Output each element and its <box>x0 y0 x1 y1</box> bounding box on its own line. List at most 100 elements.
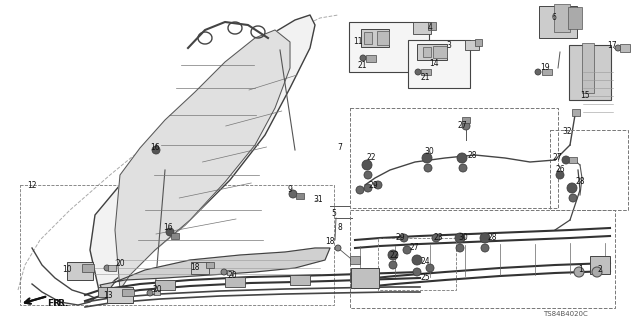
Text: 18: 18 <box>325 237 335 246</box>
Text: TS84B4020C: TS84B4020C <box>543 311 588 317</box>
Text: 27: 27 <box>552 154 562 163</box>
Text: 2: 2 <box>598 266 602 275</box>
Text: 20: 20 <box>115 260 125 268</box>
Circle shape <box>166 228 174 236</box>
Circle shape <box>364 184 372 192</box>
Text: 5: 5 <box>332 209 337 218</box>
Circle shape <box>481 244 489 252</box>
Text: 19: 19 <box>540 63 550 73</box>
Bar <box>171 233 179 239</box>
Bar <box>20 185 334 305</box>
Text: 23: 23 <box>433 233 443 242</box>
Text: 13: 13 <box>103 291 113 300</box>
Circle shape <box>388 250 398 260</box>
Polygon shape <box>115 30 290 290</box>
Bar <box>465 40 479 50</box>
Text: 21: 21 <box>357 60 367 69</box>
Polygon shape <box>100 248 330 295</box>
Circle shape <box>413 268 421 276</box>
Text: 22: 22 <box>389 251 399 260</box>
Bar <box>122 289 134 295</box>
Bar <box>620 44 630 52</box>
Circle shape <box>535 69 541 75</box>
Bar <box>550 130 628 210</box>
Circle shape <box>456 244 464 252</box>
Circle shape <box>567 183 577 193</box>
Text: 14: 14 <box>429 59 439 68</box>
Bar <box>413 22 431 34</box>
Circle shape <box>462 122 470 130</box>
Text: 17: 17 <box>607 41 617 50</box>
Bar <box>568 7 582 29</box>
Text: 31: 31 <box>313 196 323 204</box>
Bar <box>433 46 447 58</box>
Circle shape <box>360 55 366 61</box>
Circle shape <box>480 233 490 243</box>
Circle shape <box>455 233 465 243</box>
Circle shape <box>592 267 602 277</box>
Text: 10: 10 <box>62 266 72 275</box>
Circle shape <box>615 45 621 51</box>
Bar <box>108 265 116 271</box>
Bar <box>154 290 160 294</box>
Text: 28: 28 <box>467 150 477 159</box>
Circle shape <box>374 181 382 189</box>
Circle shape <box>147 290 153 296</box>
Circle shape <box>289 190 297 198</box>
Circle shape <box>403 246 411 254</box>
Circle shape <box>432 234 440 242</box>
Circle shape <box>424 164 432 172</box>
Bar <box>351 268 379 288</box>
Circle shape <box>426 264 434 272</box>
Text: 3: 3 <box>447 41 451 50</box>
Bar <box>361 29 389 47</box>
Circle shape <box>562 156 570 164</box>
Text: 25: 25 <box>420 273 430 282</box>
Bar <box>590 256 610 274</box>
Bar <box>572 108 580 116</box>
Text: 6: 6 <box>552 13 556 22</box>
Circle shape <box>362 160 372 170</box>
Circle shape <box>457 153 467 163</box>
Bar <box>227 269 233 275</box>
Text: 16: 16 <box>163 223 173 233</box>
Bar <box>350 108 558 208</box>
Text: 22: 22 <box>366 153 376 162</box>
Bar <box>206 262 214 268</box>
Text: FR.: FR. <box>52 300 68 308</box>
Text: 9: 9 <box>287 186 292 195</box>
Text: 4: 4 <box>428 23 433 33</box>
Circle shape <box>400 234 408 242</box>
Circle shape <box>221 269 227 275</box>
Bar <box>350 210 615 308</box>
Bar <box>421 69 431 75</box>
Bar <box>350 256 360 264</box>
Text: 29: 29 <box>368 180 378 189</box>
Text: 1: 1 <box>579 266 584 275</box>
Bar <box>98 287 118 297</box>
Text: 30: 30 <box>424 148 434 156</box>
Bar <box>155 280 175 290</box>
Bar <box>408 40 470 88</box>
Bar <box>378 238 456 290</box>
Text: 15: 15 <box>580 91 590 100</box>
Bar <box>191 262 209 274</box>
Bar <box>582 43 594 93</box>
Circle shape <box>412 255 422 265</box>
Text: 28: 28 <box>487 233 497 242</box>
Circle shape <box>389 261 397 269</box>
Text: 26: 26 <box>555 165 565 174</box>
Text: 32: 32 <box>562 127 572 137</box>
Text: 8: 8 <box>338 223 342 233</box>
Circle shape <box>556 171 564 179</box>
Circle shape <box>574 267 584 277</box>
Bar <box>67 262 93 280</box>
Bar <box>296 193 304 199</box>
Circle shape <box>569 194 577 202</box>
Bar <box>474 38 481 45</box>
Circle shape <box>335 245 341 251</box>
Bar <box>554 4 570 32</box>
Text: 27: 27 <box>457 122 467 131</box>
Text: 12: 12 <box>28 180 36 189</box>
Text: 30: 30 <box>458 233 468 242</box>
